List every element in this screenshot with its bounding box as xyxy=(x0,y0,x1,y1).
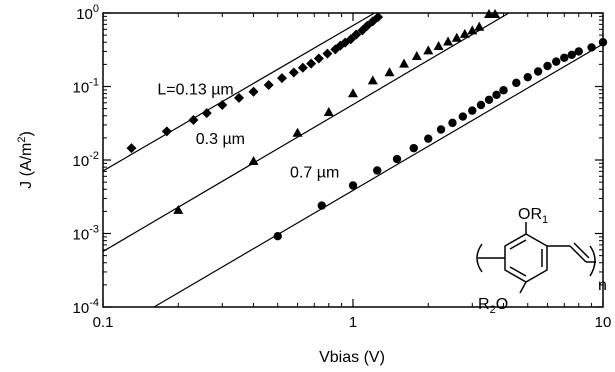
circle-marker xyxy=(273,231,282,241)
triangle-marker xyxy=(399,58,410,68)
circle-marker xyxy=(543,61,552,71)
triangle-marker xyxy=(384,67,395,77)
circle-marker xyxy=(512,78,521,88)
triangle-marker xyxy=(173,204,184,214)
x-axis-title: Vbias (V) xyxy=(319,349,385,366)
circle-marker xyxy=(533,67,543,76)
repeat-n-label: n xyxy=(598,277,607,294)
y-tick-label: 10-1 xyxy=(73,77,99,97)
fit-line-series-1 xyxy=(103,13,375,172)
label-013: L=0.13 µm xyxy=(157,81,233,98)
circle-marker xyxy=(348,181,358,190)
circle-marker xyxy=(567,50,576,59)
polymer-structure-diagram xyxy=(476,222,596,294)
diamond-marker xyxy=(277,73,288,84)
diamond-marker xyxy=(306,58,317,69)
y-tick-label: 10-4 xyxy=(73,297,99,317)
plot-border xyxy=(102,12,604,308)
circle-marker xyxy=(523,72,532,82)
circle-marker xyxy=(499,86,508,95)
y-tick-label: 100 xyxy=(76,3,99,23)
triangle-marker xyxy=(459,28,470,38)
circle-marker xyxy=(468,106,477,115)
diamond-marker xyxy=(345,34,356,45)
circle-marker xyxy=(574,47,583,56)
y-tick-label: 10-2 xyxy=(73,150,99,170)
triangle-marker xyxy=(248,155,259,165)
benzene-double-1 xyxy=(509,239,527,250)
fit-line-series-3 xyxy=(153,43,603,307)
x-tick-label: 0.1 xyxy=(93,314,114,331)
circle-marker xyxy=(492,90,501,100)
circle-marker xyxy=(552,57,561,66)
circle-marker xyxy=(409,143,418,153)
circle-marker xyxy=(476,100,486,110)
circle-marker xyxy=(424,134,433,143)
triangle-marker xyxy=(467,25,478,35)
circle-marker xyxy=(436,125,446,134)
diamond-marker xyxy=(248,86,259,97)
triangle-marker xyxy=(490,8,501,18)
fit-line-series-2 xyxy=(103,13,510,252)
triangle-marker xyxy=(348,88,358,98)
diamond-marker xyxy=(322,48,333,59)
diamond-marker xyxy=(288,67,299,78)
r2o-label: R2O xyxy=(478,296,508,316)
diamond-marker xyxy=(201,108,212,119)
circle-marker xyxy=(560,53,569,62)
vinylene-bond-2 xyxy=(569,245,587,263)
x-tick-label: 1 xyxy=(349,314,357,331)
plot-frame xyxy=(102,12,604,308)
triangle-marker xyxy=(474,21,485,31)
x-axis-ticks: 0.1 1 10 xyxy=(93,13,612,331)
triangle-marker xyxy=(292,127,303,137)
diamond-marker xyxy=(263,79,274,90)
diamond-marker xyxy=(126,143,137,154)
circle-marker xyxy=(373,166,382,175)
triangle-marker xyxy=(443,36,454,46)
circle-marker xyxy=(458,112,468,121)
y-axis-ticks: 10-4 10-3 10-2 10-1 100 xyxy=(73,3,603,317)
fit-lines xyxy=(103,13,603,307)
structure-right-bracket xyxy=(589,245,596,277)
structure-left-bracket xyxy=(476,243,483,273)
triangle-marker xyxy=(411,50,422,60)
diamond-marker xyxy=(373,12,384,23)
data-markers xyxy=(126,8,608,241)
series-annotations: L=0.13 µm 0.3 µm 0.7 µm xyxy=(157,81,339,181)
diamond-marker xyxy=(217,100,228,111)
y-axis-title: J (A/m2) xyxy=(16,131,35,189)
diamond-marker xyxy=(297,62,308,73)
structure-bond-r2o xyxy=(519,281,527,294)
circle-marker xyxy=(392,154,402,164)
triangle-marker xyxy=(451,32,462,42)
diamond-marker xyxy=(351,29,362,40)
triangle-marker xyxy=(367,75,378,85)
triangle-marker xyxy=(423,45,434,55)
triangle-marker xyxy=(433,41,444,51)
circle-marker xyxy=(587,43,596,52)
label-07: 0.7 µm xyxy=(290,164,339,181)
benzene-ring xyxy=(504,233,548,283)
circle-marker xyxy=(317,201,326,210)
diamond-marker xyxy=(313,53,324,64)
diamond-marker xyxy=(362,20,373,31)
x-tick-label: 10 xyxy=(595,314,612,331)
circle-marker xyxy=(448,118,457,128)
y-tick-label: 10-3 xyxy=(73,224,99,244)
diamond-marker xyxy=(161,126,172,137)
label-03: 0.3 µm xyxy=(196,131,245,148)
or1-label: OR1 xyxy=(518,206,548,226)
diamond-marker xyxy=(234,92,245,103)
diamond-marker xyxy=(188,115,199,126)
benzene-double-3 xyxy=(509,266,527,277)
triangle-marker xyxy=(323,106,334,116)
vinylene-double xyxy=(573,242,590,259)
circle-marker xyxy=(484,95,494,104)
